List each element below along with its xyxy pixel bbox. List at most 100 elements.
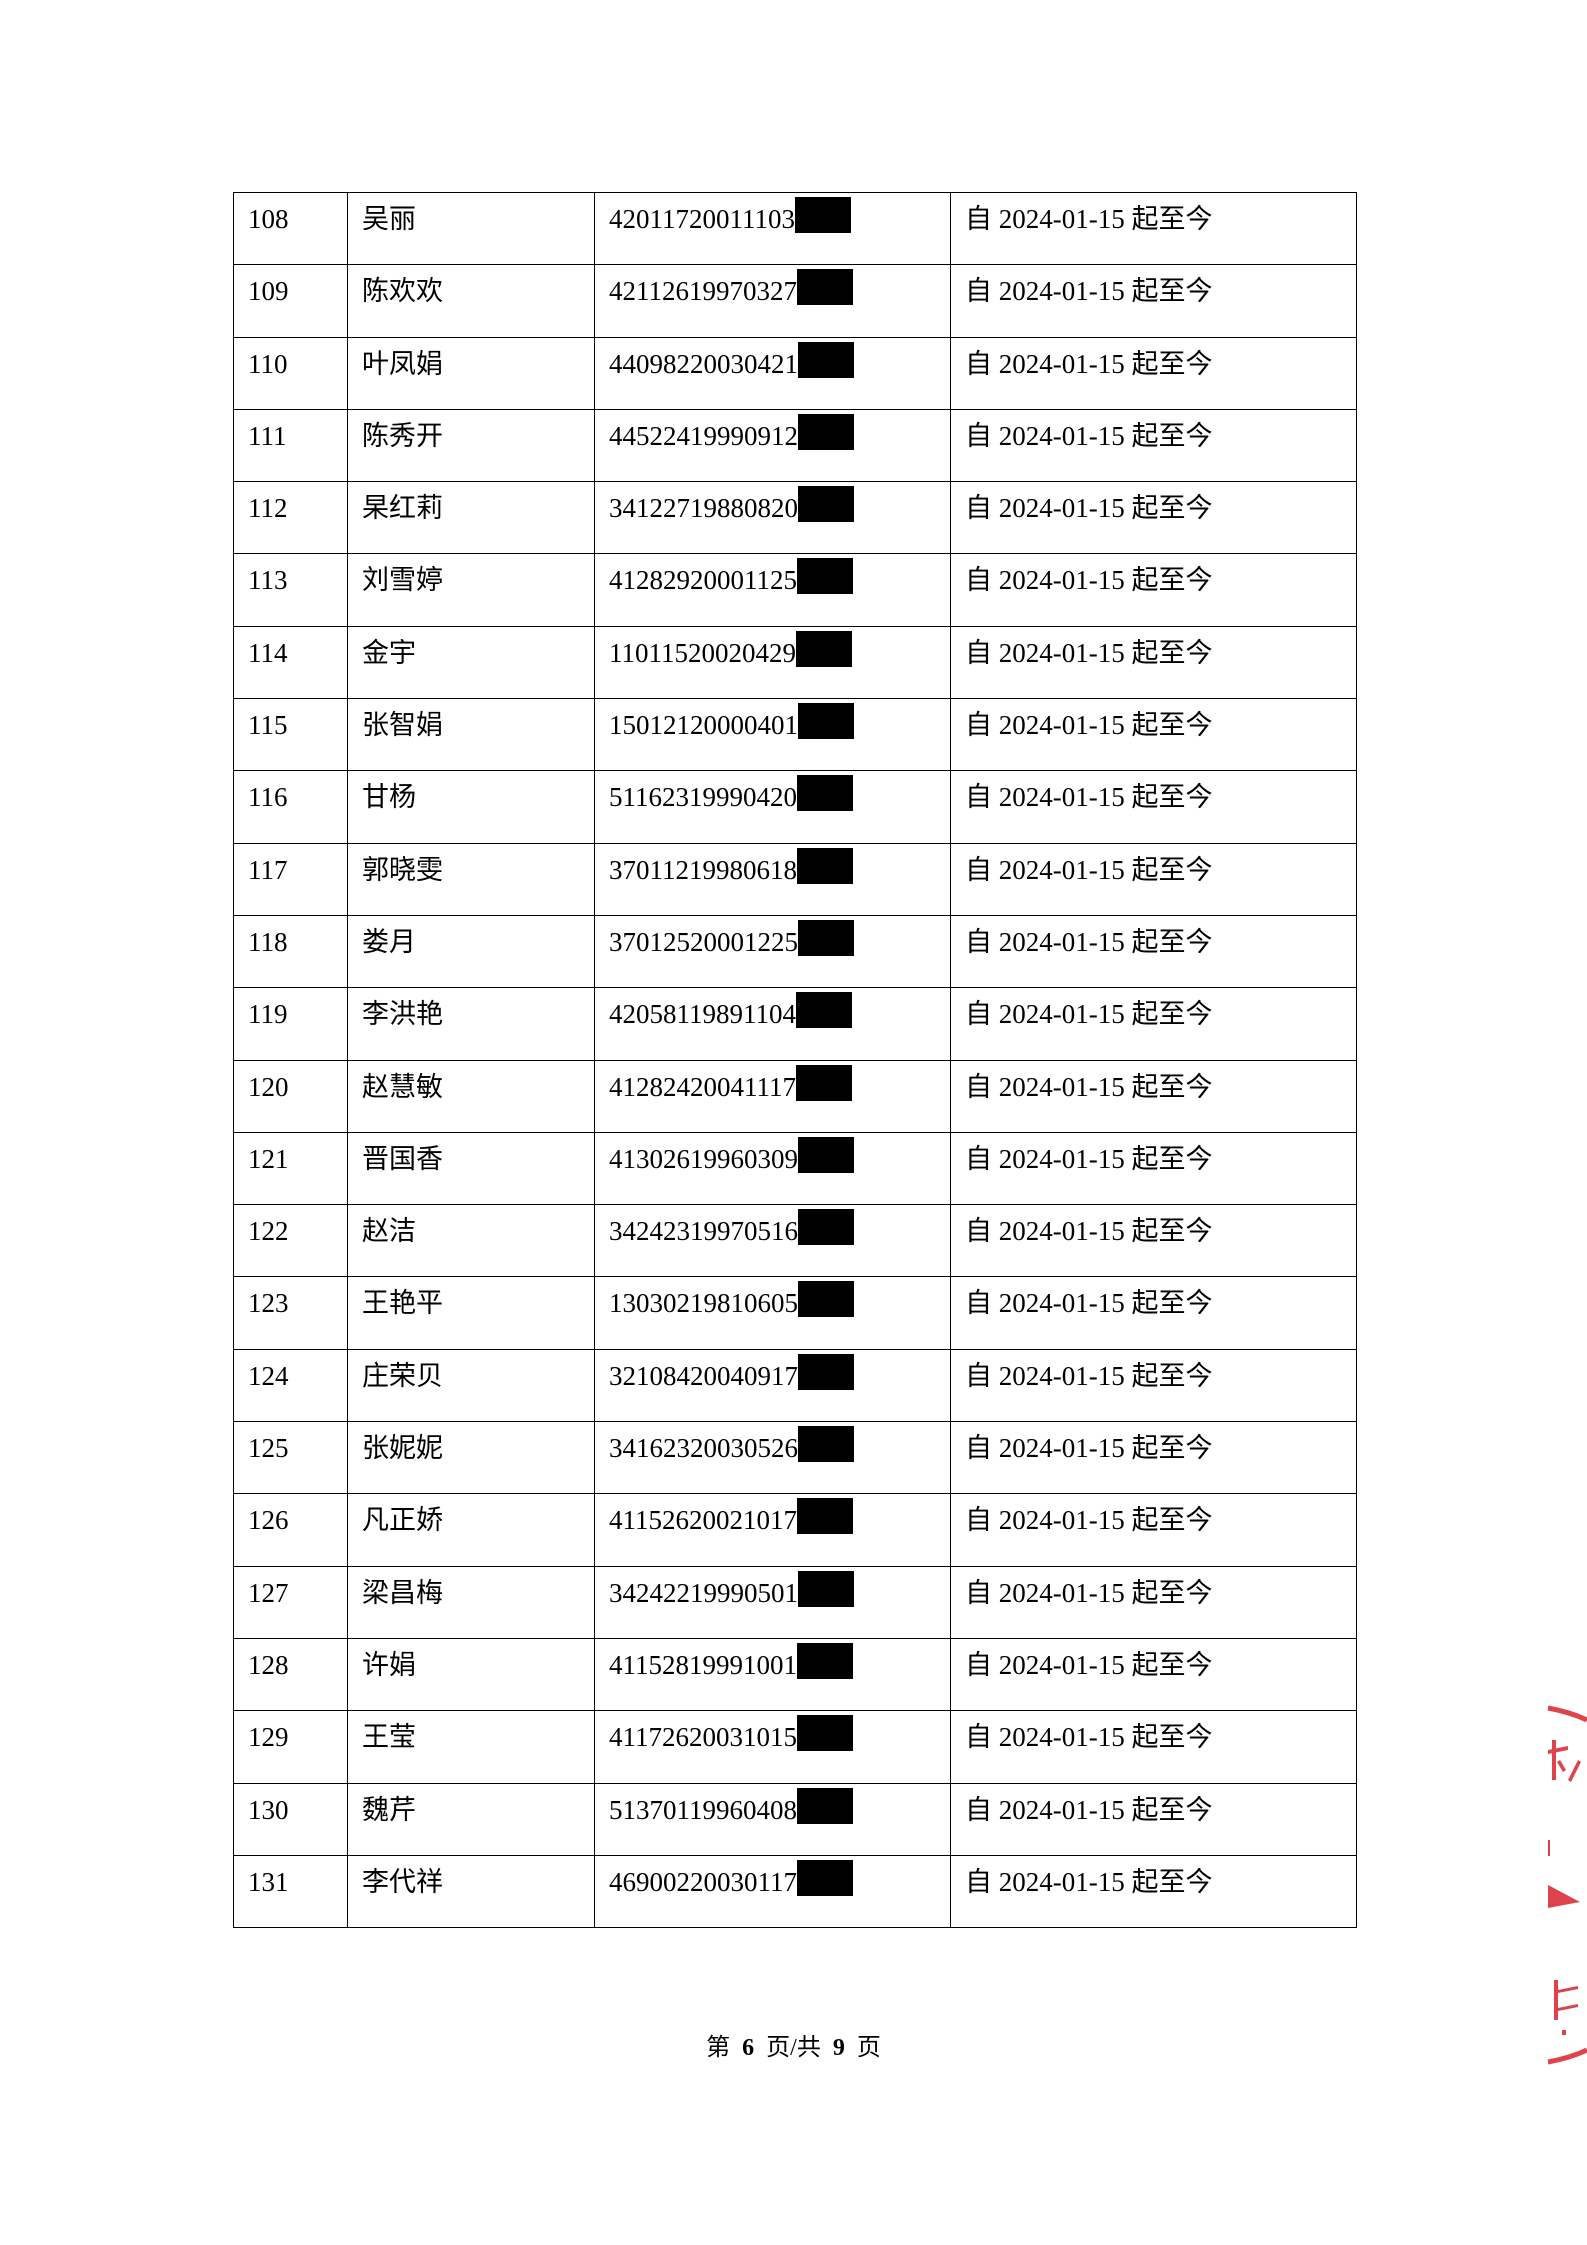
person-name: 吴丽 xyxy=(347,191,595,266)
employment-period: 自 2024-01-15 起至今 xyxy=(950,481,1357,555)
id-number: 11011520020429 xyxy=(609,637,796,668)
id-number-cell: 34122719880820 xyxy=(594,481,951,555)
table-row: 131 李代祥 46900220030117 自 2024-01-15 起至今 xyxy=(233,1854,1357,1929)
person-name: 魏芹 xyxy=(347,1782,595,1856)
row-number: 118 xyxy=(233,914,348,989)
redaction-box xyxy=(797,847,853,884)
row-number: 110 xyxy=(233,336,348,410)
id-number-cell: 51162319990420 xyxy=(594,770,951,844)
person-name: 刘雪婷 xyxy=(347,553,595,627)
person-name: 陈秀开 xyxy=(347,408,595,483)
table-row: 128 许娟 41152819991001 自 2024-01-15 起至今 xyxy=(233,1637,1357,1712)
employment-period: 自 2024-01-15 起至今 xyxy=(950,1493,1357,1567)
row-number: 126 xyxy=(233,1493,348,1567)
employment-period: 自 2024-01-15 起至今 xyxy=(950,191,1357,266)
row-number: 109 xyxy=(233,264,348,338)
row-number: 127 xyxy=(233,1565,348,1639)
id-number-cell: 42011720011103 xyxy=(594,191,951,266)
table-row: 114 金宇 11011520020429 自 2024-01-15 起至今 xyxy=(233,625,1357,700)
id-number: 41172620031015 xyxy=(609,1722,797,1753)
employment-period: 自 2024-01-15 起至今 xyxy=(950,1782,1357,1856)
person-name: 金宇 xyxy=(347,625,595,700)
row-number: 113 xyxy=(233,553,348,627)
redaction-box xyxy=(796,992,852,1029)
table-row: 126 凡正娇 41152620021017 自 2024-01-15 起至今 xyxy=(233,1493,1357,1567)
id-number: 34162320030526 xyxy=(609,1433,798,1464)
redaction-box xyxy=(798,919,854,956)
person-name: 庄荣贝 xyxy=(347,1348,595,1423)
id-number: 13030219810605 xyxy=(609,1288,798,1319)
id-number: 34122719880820 xyxy=(609,493,798,524)
id-number-cell: 32108420040917 xyxy=(594,1348,951,1423)
employment-period: 自 2024-01-15 起至今 xyxy=(950,1059,1357,1133)
employment-period: 自 2024-01-15 起至今 xyxy=(950,842,1357,916)
redaction-box xyxy=(796,1064,852,1101)
redaction-box xyxy=(798,341,854,378)
person-name: 李洪艳 xyxy=(347,987,595,1061)
row-number: 111 xyxy=(233,408,348,483)
table-row: 115 张智娟 15012120000401 自 2024-01-15 起至今 xyxy=(233,698,1357,772)
table-row: 122 赵洁 34242319970516 自 2024-01-15 起至今 xyxy=(233,1204,1357,1278)
person-name: 梁昌梅 xyxy=(347,1565,595,1639)
table-row: 117 郭晓雯 37011219980618 自 2024-01-15 起至今 xyxy=(233,842,1357,916)
redaction-box xyxy=(797,1642,853,1679)
id-number-cell: 42058119891104 xyxy=(594,987,951,1061)
table-row: 124 庄荣贝 32108420040917 自 2024-01-15 起至今 xyxy=(233,1348,1357,1423)
redaction-box xyxy=(797,1859,853,1896)
row-number: 128 xyxy=(233,1637,348,1712)
table-row: 116 甘杨 51162319990420 自 2024-01-15 起至今 xyxy=(233,770,1357,844)
id-number-cell: 51370119960408 xyxy=(594,1782,951,1856)
employment-period: 自 2024-01-15 起至今 xyxy=(950,1565,1357,1639)
table-row: 127 梁昌梅 34242219990501 自 2024-01-15 起至今 xyxy=(233,1565,1357,1639)
redaction-box xyxy=(798,1570,854,1607)
redaction-box xyxy=(798,486,854,523)
row-number: 129 xyxy=(233,1710,348,1784)
row-number: 120 xyxy=(233,1059,348,1133)
table-row: 110 叶凤娟 44098220030421 自 2024-01-15 起至今 xyxy=(233,336,1357,410)
employment-period: 自 2024-01-15 起至今 xyxy=(950,1348,1357,1423)
id-number-cell: 41282420041117 xyxy=(594,1059,951,1133)
id-number: 41152819991001 xyxy=(609,1649,797,1680)
person-name: 娄月 xyxy=(347,914,595,989)
redaction-box xyxy=(796,630,852,667)
id-number-cell: 34162320030526 xyxy=(594,1421,951,1495)
employment-period: 自 2024-01-15 起至今 xyxy=(950,1421,1357,1495)
id-number: 51162319990420 xyxy=(609,782,797,813)
row-number: 125 xyxy=(233,1421,348,1495)
person-name: 张妮妮 xyxy=(347,1421,595,1495)
employment-period: 自 2024-01-15 起至今 xyxy=(950,1204,1357,1278)
person-name: 王艳平 xyxy=(347,1276,595,1350)
person-name: 凡正娇 xyxy=(347,1493,595,1567)
id-number: 41282420041117 xyxy=(609,1071,796,1102)
employment-period: 自 2024-01-15 起至今 xyxy=(950,553,1357,627)
table-row: 111 陈秀开 44522419990912 自 2024-01-15 起至今 xyxy=(233,408,1357,483)
row-number: 112 xyxy=(233,481,348,555)
redaction-box xyxy=(797,1787,853,1824)
table-row: 108 吴丽 42011720011103 自 2024-01-15 起至今 xyxy=(233,191,1357,266)
id-number-cell: 34242219990501 xyxy=(594,1565,951,1639)
row-number: 119 xyxy=(233,987,348,1061)
id-number-cell: 41302619960309 xyxy=(594,1131,951,1206)
person-name: 甘杨 xyxy=(347,770,595,844)
table-row: 121 晋国香 41302619960309 自 2024-01-15 起至今 xyxy=(233,1131,1357,1206)
row-number: 108 xyxy=(233,191,348,266)
redaction-box xyxy=(798,1281,854,1318)
redaction-box xyxy=(797,1498,853,1535)
person-name: 李代祥 xyxy=(347,1854,595,1929)
id-number: 37011219980618 xyxy=(609,854,797,885)
table-row: 123 王艳平 13030219810605 自 2024-01-15 起至今 xyxy=(233,1276,1357,1350)
redaction-box xyxy=(798,1426,854,1463)
table-row: 118 娄月 37012520001225 自 2024-01-15 起至今 xyxy=(233,914,1357,989)
employment-period: 自 2024-01-15 起至今 xyxy=(950,1854,1357,1929)
id-number: 42011720011103 xyxy=(609,204,795,234)
person-name: 赵慧敏 xyxy=(347,1059,595,1133)
table-row: 130 魏芹 51370119960408 自 2024-01-15 起至今 xyxy=(233,1782,1357,1856)
row-number: 130 xyxy=(233,1782,348,1856)
footer-total-pages: 9 xyxy=(832,2035,845,2061)
id-number: 42058119891104 xyxy=(609,999,796,1030)
id-number-cell: 42112619970327 xyxy=(594,264,951,338)
id-number: 15012120000401 xyxy=(609,710,798,741)
page-footer: 第 6 页/共 9 页 xyxy=(0,2027,1587,2062)
id-number-cell: 41152819991001 xyxy=(594,1637,951,1712)
row-number: 121 xyxy=(233,1131,348,1206)
